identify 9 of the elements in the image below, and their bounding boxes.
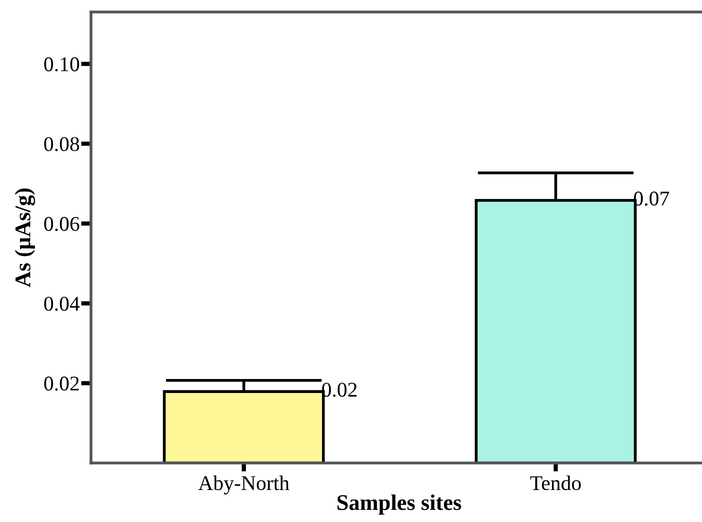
y-tick-label: 0.08 xyxy=(44,137,80,152)
y-tick-label: 0.02 xyxy=(44,376,79,391)
y-tick-label: 0.10 xyxy=(44,57,80,72)
y-axis-title: As (µAs/g) xyxy=(14,188,36,288)
x-tick-label: Aby-North xyxy=(198,476,290,494)
y-tick-label: 0.06 xyxy=(44,216,80,232)
x-tick-label: Tendo xyxy=(530,476,581,490)
y-tick-label: 0.04 xyxy=(44,296,80,311)
x-axis-title: Samples sites xyxy=(338,494,462,515)
